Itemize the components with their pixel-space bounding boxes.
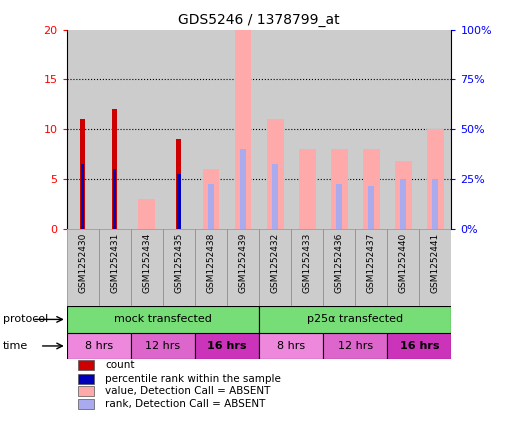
Text: GSM1252441: GSM1252441	[431, 233, 440, 293]
Text: GSM1252437: GSM1252437	[367, 233, 376, 293]
Text: GSM1252436: GSM1252436	[334, 233, 344, 293]
Bar	[259, 229, 291, 306]
Bar	[78, 360, 93, 370]
Bar	[323, 30, 355, 229]
Bar	[272, 164, 278, 229]
Bar	[67, 229, 98, 306]
Bar	[387, 332, 451, 359]
Bar	[139, 199, 155, 229]
Text: count: count	[105, 360, 135, 370]
Text: value, Detection Call = ABSENT: value, Detection Call = ABSENT	[105, 386, 270, 396]
Bar	[368, 186, 374, 229]
Bar	[299, 149, 315, 229]
Bar	[387, 229, 420, 306]
Bar	[98, 30, 131, 229]
Bar	[131, 332, 195, 359]
Bar	[131, 30, 163, 229]
Text: time: time	[3, 341, 28, 351]
Bar	[400, 179, 406, 229]
Bar	[67, 306, 259, 332]
Text: 12 hrs: 12 hrs	[338, 341, 373, 351]
Bar	[227, 30, 259, 229]
Bar	[323, 332, 387, 359]
Bar	[267, 119, 284, 229]
Bar	[355, 229, 387, 306]
Bar	[67, 30, 98, 229]
Bar	[78, 374, 93, 384]
Bar	[432, 179, 439, 229]
Bar	[78, 399, 93, 409]
Text: rank, Detection Call = ABSENT: rank, Detection Call = ABSENT	[105, 399, 266, 409]
Bar	[176, 139, 182, 229]
Bar	[234, 30, 251, 229]
Bar	[67, 332, 131, 359]
Bar	[163, 30, 195, 229]
Bar	[163, 229, 195, 306]
Bar	[395, 161, 412, 229]
Text: GSM1252438: GSM1252438	[206, 233, 215, 293]
Bar	[387, 30, 420, 229]
Bar	[131, 229, 163, 306]
Text: p25α transfected: p25α transfected	[307, 314, 403, 324]
Bar	[113, 169, 116, 229]
Bar	[80, 119, 85, 229]
Text: 12 hrs: 12 hrs	[145, 341, 181, 351]
Bar	[427, 129, 444, 229]
Bar	[112, 109, 117, 229]
Bar	[240, 149, 246, 229]
Bar	[177, 174, 181, 229]
Bar	[420, 229, 451, 306]
Bar	[208, 184, 214, 229]
Text: protocol: protocol	[3, 314, 48, 324]
Text: GSM1252430: GSM1252430	[78, 233, 87, 293]
Bar	[259, 332, 323, 359]
Text: percentile rank within the sample: percentile rank within the sample	[105, 374, 281, 384]
Bar	[323, 229, 355, 306]
Text: GSM1252439: GSM1252439	[239, 233, 248, 293]
Bar	[78, 386, 93, 396]
Text: GSM1252434: GSM1252434	[142, 233, 151, 293]
Bar	[81, 164, 85, 229]
Bar	[355, 30, 387, 229]
Bar	[420, 30, 451, 229]
Text: GSM1252433: GSM1252433	[303, 233, 312, 293]
Text: 16 hrs: 16 hrs	[400, 341, 439, 351]
Bar	[363, 149, 380, 229]
Title: GDS5246 / 1378799_at: GDS5246 / 1378799_at	[178, 13, 340, 27]
Text: mock transfected: mock transfected	[114, 314, 212, 324]
Bar	[291, 229, 323, 306]
Bar	[336, 184, 342, 229]
Bar	[291, 30, 323, 229]
Bar	[203, 169, 220, 229]
Bar	[331, 149, 348, 229]
Bar	[195, 30, 227, 229]
Bar	[259, 306, 451, 332]
Bar	[195, 229, 227, 306]
Bar	[98, 229, 131, 306]
Text: 16 hrs: 16 hrs	[207, 341, 247, 351]
Text: 8 hrs: 8 hrs	[277, 341, 305, 351]
Bar	[227, 229, 259, 306]
Text: GSM1252432: GSM1252432	[270, 233, 280, 293]
Text: GSM1252435: GSM1252435	[174, 233, 184, 293]
Bar	[195, 332, 259, 359]
Bar	[259, 30, 291, 229]
Text: 8 hrs: 8 hrs	[85, 341, 113, 351]
Text: GSM1252440: GSM1252440	[399, 233, 408, 293]
Text: GSM1252431: GSM1252431	[110, 233, 120, 293]
